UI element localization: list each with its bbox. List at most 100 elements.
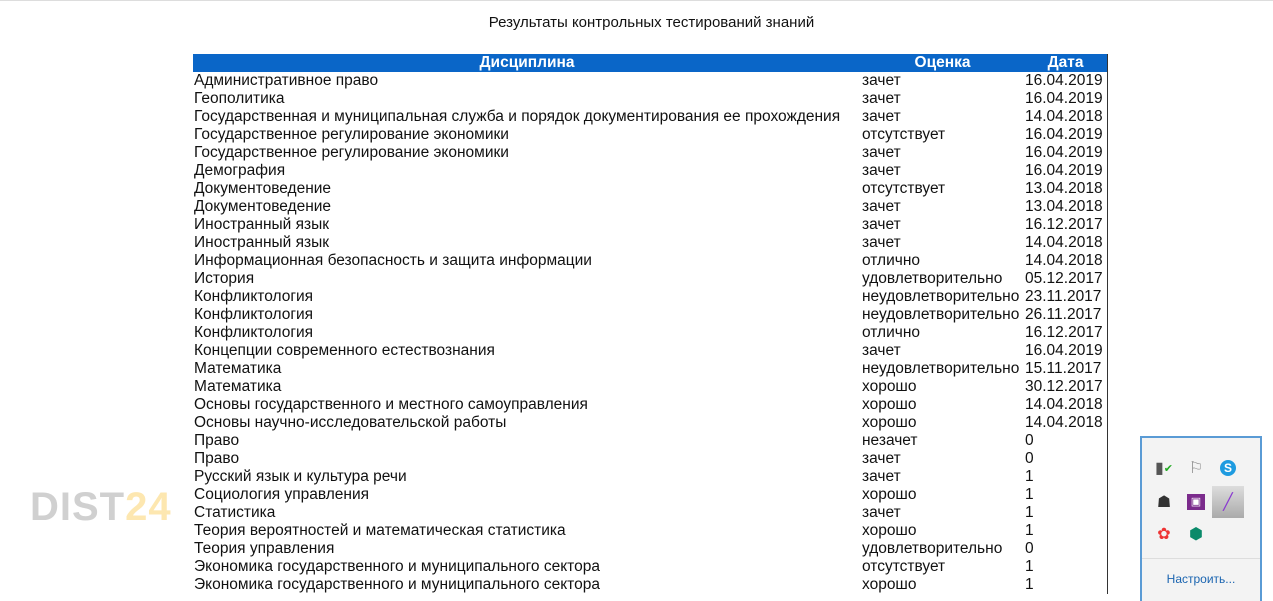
- cell-date: 05.12.2017: [1025, 270, 1103, 287]
- cell-discipline: Геополитика: [194, 90, 285, 107]
- table-row: Конфликтология неудовлетворительно 26.11.2…: [193, 306, 1108, 324]
- table-row: Математика неудовлетворительно 15.11.2017: [193, 360, 1108, 378]
- cell-date: 14.04.2018: [1025, 108, 1103, 125]
- table-row: Конфликтология неудовлетворительно 23.11.2…: [193, 288, 1108, 306]
- cell-date: 1: [1025, 576, 1034, 593]
- cell-discipline: Русский язык и культура речи: [194, 468, 407, 485]
- cell-discipline: Конфликтология: [194, 324, 314, 341]
- watermark-logo: DIST24: [30, 485, 172, 530]
- cell-grade: незачет: [862, 432, 918, 449]
- cell-grade: зачет: [862, 90, 901, 107]
- cell-discipline: Конфликтология: [194, 288, 314, 305]
- cell-discipline: Теория вероятностей и математическая ста…: [194, 522, 566, 539]
- cell-grade: хорошо: [862, 414, 917, 431]
- action-center-flag-icon[interactable]: ⚐: [1188, 460, 1204, 477]
- cell-discipline: Государственная и муниципальная служба и…: [194, 108, 841, 125]
- cell-date: 1: [1025, 486, 1034, 503]
- cell-discipline: Иностранный язык: [194, 234, 330, 251]
- cell-discipline: Право: [194, 450, 240, 467]
- cell-date: 16.12.2017: [1025, 324, 1103, 341]
- table-row: Государственное регулирование экономики з…: [193, 144, 1108, 162]
- cell-date: 16.04.2019: [1025, 72, 1103, 89]
- cell-grade: зачет: [862, 144, 901, 161]
- page-title: Результаты контрольных тестирований знан…: [488, 14, 815, 31]
- cell-date: 16.04.2019: [1025, 126, 1103, 143]
- table-row: Основы научно-исследовательской работы хо…: [193, 414, 1108, 432]
- header-grade[interactable]: Оценка: [861, 54, 1024, 72]
- cell-grade: хорошо: [862, 576, 917, 593]
- table-row: Концепции современного естествознания зач…: [193, 342, 1108, 360]
- cell-discipline: Документоведение: [194, 198, 332, 215]
- cell-grade: отсутствует: [862, 126, 946, 143]
- cell-discipline: Теория управления: [194, 540, 335, 557]
- cell-date: 1: [1025, 468, 1034, 485]
- table-header: Дисциплина Оценка Дата: [193, 54, 1108, 72]
- cell-discipline: Концепции современного естествознания: [194, 342, 495, 359]
- flower-app-icon[interactable]: ✿: [1157, 526, 1171, 543]
- cell-discipline: Информационная безопасность и защита инф…: [194, 252, 592, 269]
- tray-overflow-popup: ▮ ✔ ⚐ S ☗ ▣ ╱ ✿ ⬢ Настроить...: [1140, 436, 1262, 601]
- cell-date: 0: [1025, 450, 1034, 467]
- cell-date: 15.11.2017: [1025, 360, 1102, 377]
- cell-grade: зачет: [862, 72, 901, 89]
- cell-date: 14.04.2018: [1025, 396, 1103, 413]
- cell-grade: хорошо: [862, 396, 917, 413]
- cell-discipline: Статистика: [194, 504, 276, 521]
- cell-discipline: История: [194, 270, 255, 287]
- table-row: Статистика зачет 1: [193, 504, 1108, 522]
- cell-grade: хорошо: [862, 486, 917, 503]
- cell-discipline: Социология управления: [194, 486, 370, 503]
- cell-grade: хорошо: [862, 522, 917, 539]
- cell-grade: зачет: [862, 504, 901, 521]
- cell-date: 0: [1025, 432, 1034, 449]
- usb-safe-remove-icon[interactable]: ▮ ✔: [1154, 460, 1174, 477]
- watermark-part1: DIST: [30, 485, 126, 529]
- table-row: Иностранный язык зачет 14.04.2018: [193, 234, 1108, 252]
- table-row: Право зачет 0: [193, 450, 1108, 468]
- table-row: Документоведение зачет 13.04.2018: [193, 198, 1108, 216]
- table-row: Государственная и муниципальная служба и…: [193, 108, 1108, 126]
- cell-date: 23.11.2017: [1025, 288, 1102, 305]
- network-icon[interactable]: ☗: [1156, 494, 1172, 511]
- cell-date: 16.12.2017: [1025, 216, 1103, 233]
- cell-grade: неудовлетворительно: [862, 360, 1020, 377]
- cell-grade: зачет: [862, 234, 901, 251]
- cell-discipline: Демография: [194, 162, 286, 179]
- configure-link[interactable]: Настроить...: [1142, 558, 1260, 586]
- cell-discipline: Основы государственного и местного самоу…: [194, 396, 588, 413]
- cell-grade: зачет: [862, 216, 901, 233]
- cell-date: 13.04.2018: [1025, 198, 1103, 215]
- cell-date: 1: [1025, 558, 1034, 575]
- table-row: Иностранный язык зачет 16.12.2017: [193, 216, 1108, 234]
- cell-discipline: Математика: [194, 378, 282, 395]
- kaspersky-shield-icon[interactable]: ⬢: [1189, 526, 1203, 543]
- header-discipline[interactable]: Дисциплина: [193, 54, 861, 72]
- cell-grade: зачет: [862, 108, 901, 125]
- table-row: Математика хорошо 30.12.2017: [193, 378, 1108, 396]
- table-row: Административное право зачет 16.04.2019: [193, 72, 1108, 90]
- table-row: Теория вероятностей и математическая ста…: [193, 522, 1108, 540]
- table-row: Экономика государственного и муниципальн…: [193, 558, 1108, 576]
- cell-grade: хорошо: [862, 378, 917, 395]
- cell-date: 14.04.2018: [1025, 252, 1103, 269]
- table-row: Основы государственного и местного самоу…: [193, 396, 1108, 414]
- cell-grade: зачет: [862, 342, 901, 359]
- cell-grade: неудовлетворительно: [862, 306, 1020, 323]
- header-date[interactable]: Дата: [1024, 54, 1108, 72]
- cell-grade: удовлетворительно: [862, 270, 1003, 287]
- cell-date: 1: [1025, 504, 1034, 521]
- cell-date: 0: [1025, 540, 1034, 557]
- skype-icon[interactable]: S: [1216, 456, 1240, 480]
- table-row: Экономика государственного и муниципальн…: [193, 576, 1108, 594]
- results-table: Дисциплина Оценка Дата Административное …: [193, 54, 1108, 594]
- table-row: Документоведение отсутствует 13.04.2018: [193, 180, 1108, 198]
- cell-grade: неудовлетворительно: [862, 288, 1020, 305]
- cell-date: 13.04.2018: [1025, 180, 1103, 197]
- cell-grade: отсутствует: [862, 558, 946, 575]
- cell-date: 14.04.2018: [1025, 414, 1103, 431]
- onenote-icon[interactable]: ▣: [1184, 490, 1208, 514]
- cell-discipline: Государственное регулирование экономики: [194, 126, 509, 143]
- pen-icon[interactable]: ╱: [1212, 486, 1244, 518]
- table-row: Социология управления хорошо 1: [193, 486, 1108, 504]
- cell-discipline: Государственное регулирование экономики: [194, 144, 509, 161]
